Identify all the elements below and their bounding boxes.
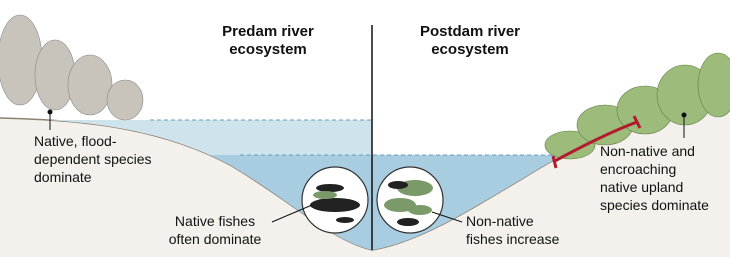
native-vegetation bbox=[0, 15, 143, 120]
leader-dot bbox=[682, 113, 687, 118]
native-fish-circle bbox=[302, 167, 368, 233]
label-line: Native fishes bbox=[175, 213, 255, 229]
label-line: Non-native bbox=[466, 213, 534, 229]
label-line: ecosystem bbox=[431, 41, 509, 58]
label-line: Predam river bbox=[222, 23, 314, 40]
diagram: Predam riverecosystem Postdam riverecosy… bbox=[0, 0, 730, 257]
label-line: encroaching bbox=[600, 161, 676, 177]
label-line: dominate bbox=[34, 169, 92, 185]
label-line: fishes increase bbox=[466, 231, 560, 247]
label-line: Non-native and bbox=[600, 143, 695, 159]
label-line: species dominate bbox=[600, 197, 709, 213]
label-line: native upland bbox=[600, 179, 683, 195]
label-line: dependent species bbox=[34, 151, 152, 167]
nonnative-fish-circle bbox=[377, 167, 443, 233]
label-line: Native, flood- bbox=[34, 133, 117, 149]
leader-dot bbox=[48, 110, 53, 115]
label-line: ecosystem bbox=[229, 41, 307, 58]
label-line: Postdam river bbox=[420, 23, 520, 40]
label-line: often dominate bbox=[169, 231, 262, 247]
